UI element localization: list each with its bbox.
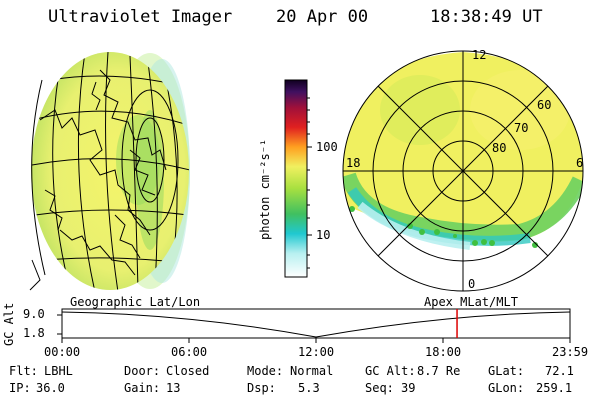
ip-value: 36.0 <box>36 381 65 395</box>
mlt-label-18: 18 <box>346 156 361 170</box>
door-value: Closed <box>166 364 210 378</box>
seq-value: 39 <box>401 381 416 395</box>
timeline-y-tick-bottom: 1.8 <box>23 326 45 340</box>
gain-value: 13 <box>166 381 181 395</box>
mode-value: Normal <box>290 364 334 378</box>
door-label: Door: <box>124 364 161 378</box>
lat-label-80: 80 <box>492 141 507 155</box>
timeline-y-tick-top: 9.0 <box>23 307 45 321</box>
dsp-label: Dsp: <box>247 381 276 395</box>
gain-label: Gain: <box>124 381 161 395</box>
seq-label: Seq: <box>365 381 394 395</box>
timeline-x-tick-1200: 12:00 <box>298 345 335 359</box>
lat-label-70: 70 <box>514 121 529 135</box>
polar-plot <box>342 50 584 292</box>
glon-value: 259.1 <box>536 381 573 395</box>
filter-label: Flt: <box>9 364 38 378</box>
date-label: 20 Apr 00 <box>276 7 369 27</box>
timeline-left-label: Geographic Lat/Lon <box>70 295 201 309</box>
globe-image <box>29 52 200 292</box>
lat-label-60: 60 <box>537 98 552 112</box>
mlt-label-12: 12 <box>472 48 487 62</box>
instrument-title: Ultraviolet Imager <box>48 7 233 27</box>
timeline-x-tick-1800: 18:00 <box>425 345 462 359</box>
timeline-plot <box>57 308 571 343</box>
timeline-x-tick-0000: 00:00 <box>44 345 81 359</box>
time-label: 18:38:49 UT <box>430 7 543 27</box>
glat-label: GLat: <box>488 364 525 378</box>
ip-label: IP: <box>9 381 31 395</box>
mlt-label-0: 0 <box>468 277 476 291</box>
colorbar-tick-10: 10 <box>316 228 331 242</box>
glat-value: 72.1 <box>545 364 574 378</box>
timeline-x-tick-0600: 06:00 <box>171 345 208 359</box>
timeline-x-tick-2359: 23:59 <box>552 345 589 359</box>
dsp-value: 5.3 <box>298 381 320 395</box>
gcalt-value: 8.7 Re <box>417 364 461 378</box>
colorbar <box>284 79 312 278</box>
gcalt-label: GC Alt: <box>365 364 416 378</box>
timeline-right-label: Apex MLat/MLT <box>424 295 518 309</box>
colorbar-unit-label: photon cm⁻²s⁻¹ <box>258 138 272 240</box>
mode-label: Mode: <box>247 364 284 378</box>
glon-label: GLon: <box>488 381 525 395</box>
colorbar-tick-100: 100 <box>316 140 338 154</box>
filter-value: LBHL <box>44 364 73 378</box>
mlt-label-6: 6 <box>576 156 584 170</box>
timeline-y-axis-label: GC Alt <box>2 302 16 346</box>
